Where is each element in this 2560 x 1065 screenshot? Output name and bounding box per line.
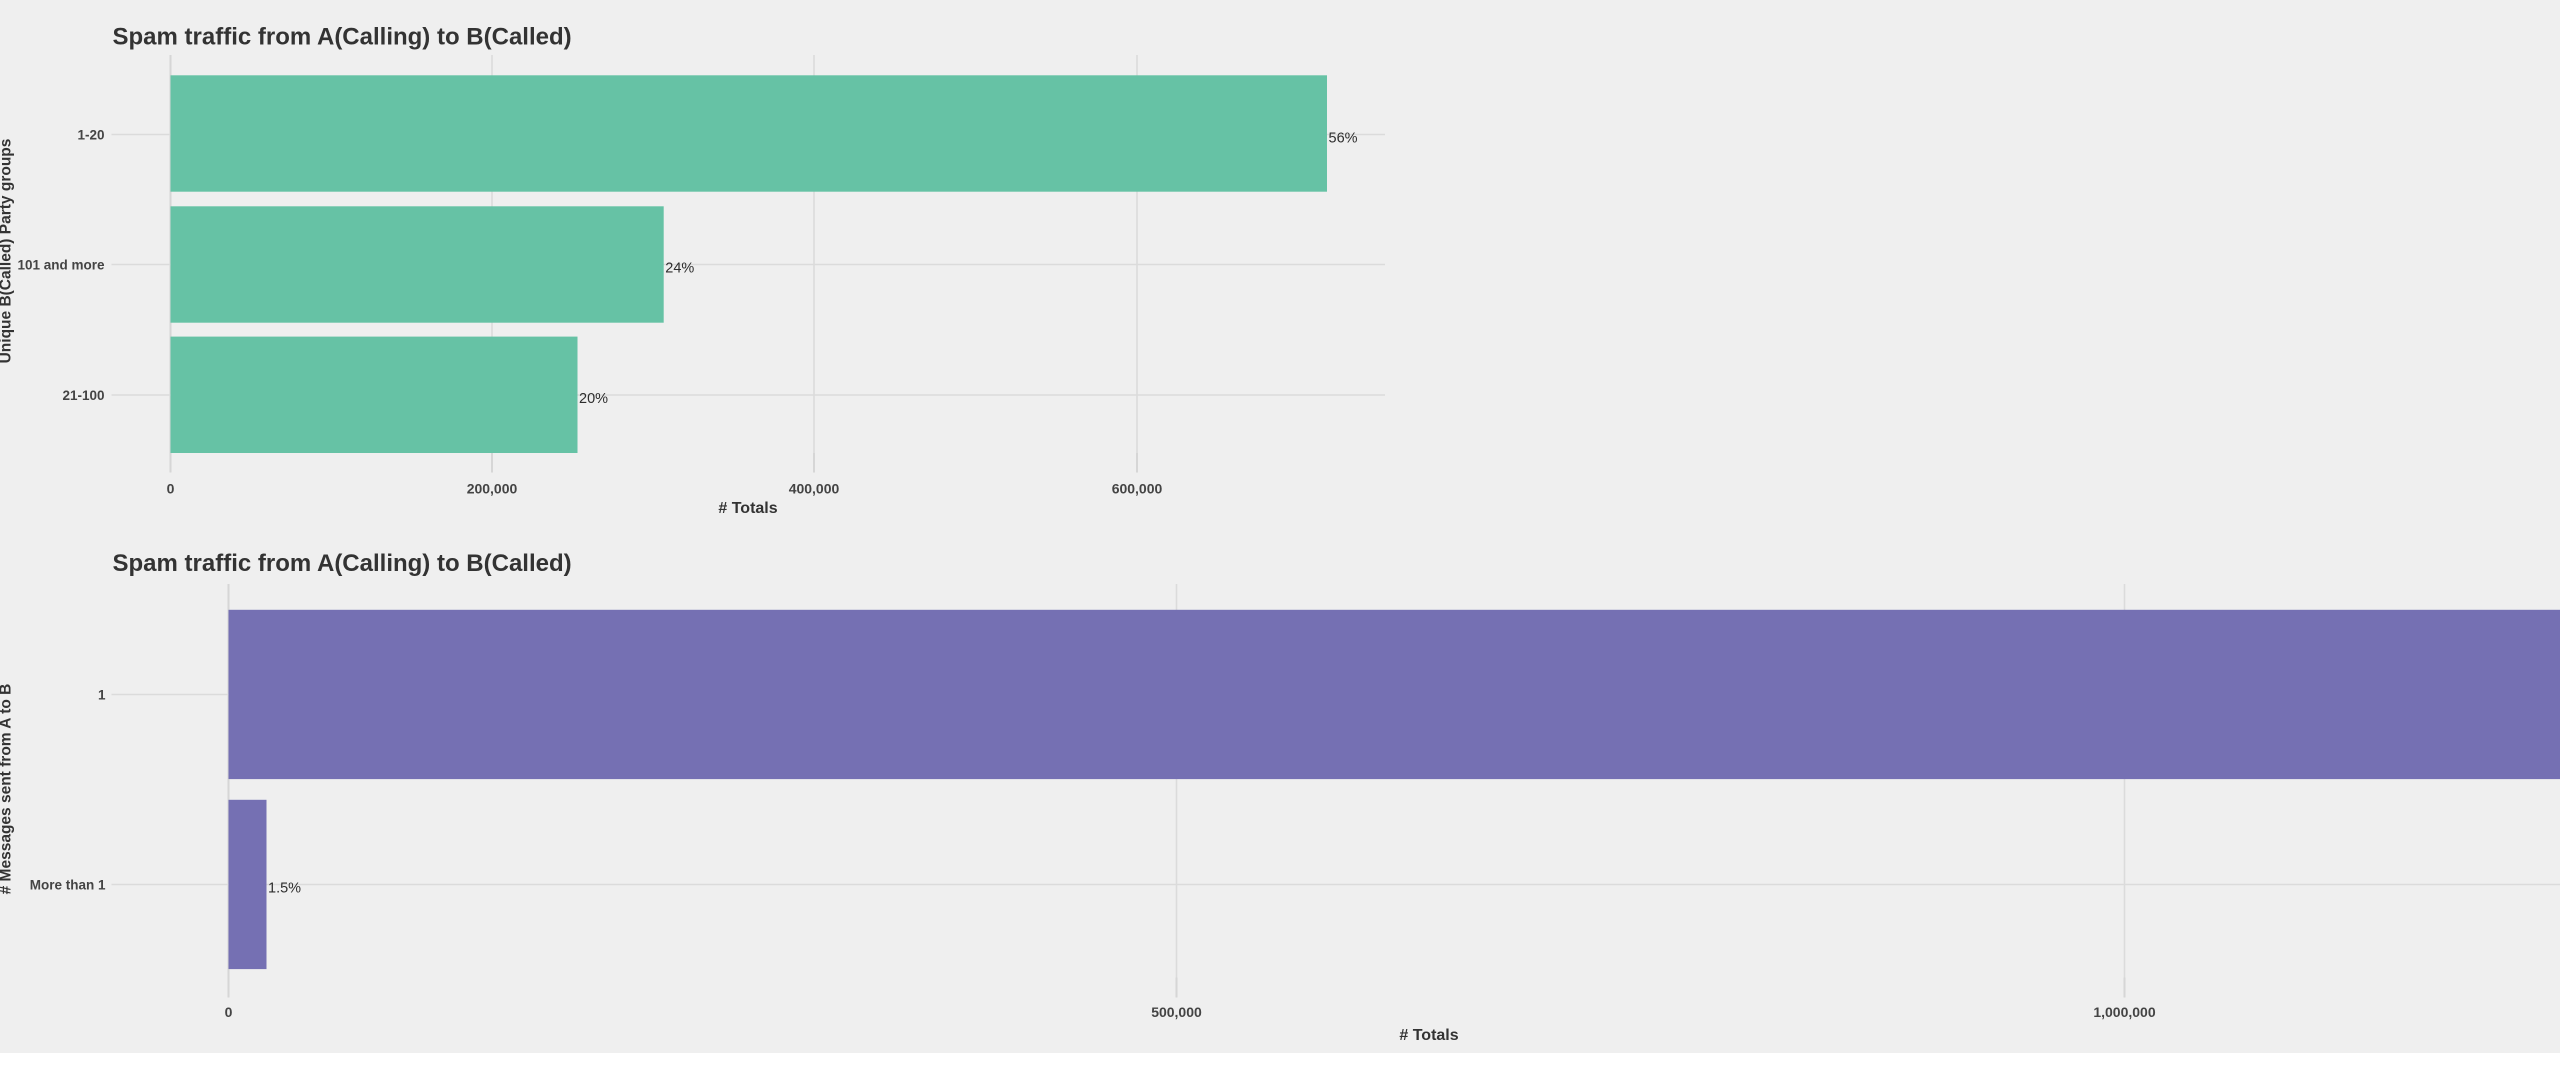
svg-text:1,000,000: 1,000,000 [2093, 1004, 2155, 1020]
svg-text:56%: 56% [1329, 130, 1358, 146]
svg-text:Unique B(Called) Party groups: Unique B(Called) Party groups [0, 139, 15, 364]
svg-text:0: 0 [167, 481, 175, 497]
svg-text:101 and more: 101 and more [17, 257, 105, 272]
svg-text:600,000: 600,000 [1112, 481, 1163, 497]
svg-text:1-20: 1-20 [77, 127, 104, 142]
svg-text:21-100: 21-100 [62, 388, 104, 403]
svg-text:Spam traffic from A(Calling) t: Spam traffic from A(Calling) to B(Called… [113, 24, 572, 51]
svg-text:More than 1: More than 1 [30, 877, 106, 892]
svg-text:# Messages sent from A to B: # Messages sent from A to B [0, 684, 15, 895]
svg-text:0: 0 [225, 1004, 233, 1020]
svg-text:500,000: 500,000 [1151, 1004, 1202, 1020]
svg-text:400,000: 400,000 [789, 481, 840, 497]
svg-text:24%: 24% [665, 260, 694, 276]
svg-text:1: 1 [98, 687, 106, 702]
svg-text:1.5%: 1.5% [268, 880, 301, 896]
svg-text:Spam traffic from A(Calling) t: Spam traffic from A(Calling) to B(Called… [113, 550, 572, 577]
svg-text:20%: 20% [579, 391, 608, 407]
svg-text:# Totals: # Totals [1399, 1027, 1458, 1044]
svg-text:# Totals: # Totals [718, 500, 777, 517]
svg-text:200,000: 200,000 [467, 481, 518, 497]
